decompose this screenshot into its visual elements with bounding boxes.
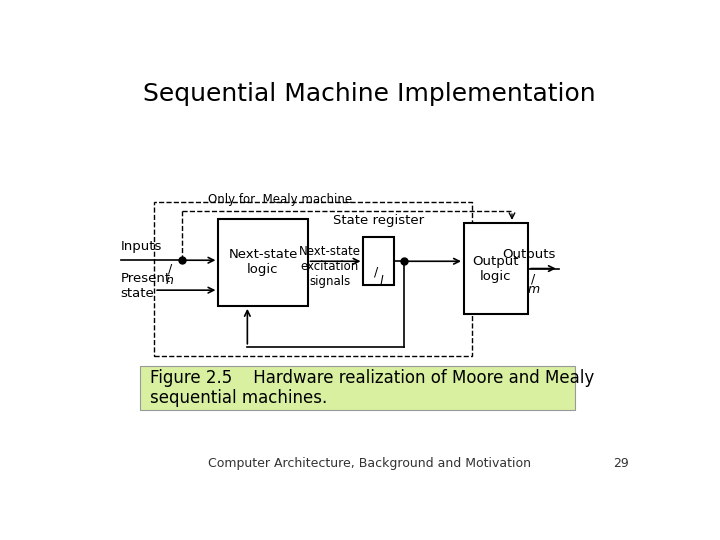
Bar bbox=[140, 366, 575, 410]
Text: n: n bbox=[166, 274, 174, 287]
Text: Outputs: Outputs bbox=[503, 248, 556, 261]
Text: Present
state: Present state bbox=[121, 272, 171, 300]
Text: 29: 29 bbox=[613, 457, 629, 470]
Text: Output
logic: Output logic bbox=[473, 254, 519, 282]
Bar bbox=[218, 219, 307, 306]
Text: Figure 2.5    Hardware realization of Moore and Mealy
sequential machines.: Figure 2.5 Hardware realization of Moore… bbox=[150, 369, 595, 408]
Text: Inputs: Inputs bbox=[121, 240, 162, 253]
Bar bbox=[154, 202, 472, 356]
Bar bbox=[364, 238, 394, 285]
Bar bbox=[464, 223, 528, 314]
Text: l: l bbox=[380, 275, 383, 288]
Text: /: / bbox=[531, 273, 536, 286]
Text: Computer Architecture, Background and Motivation: Computer Architecture, Background and Mo… bbox=[207, 457, 531, 470]
Text: /: / bbox=[168, 263, 172, 276]
Text: /: / bbox=[374, 265, 378, 278]
Text: Next-state
logic: Next-state logic bbox=[228, 248, 297, 276]
Text: Next-state
excitation
signals: Next-state excitation signals bbox=[299, 245, 361, 288]
Text: State register: State register bbox=[333, 214, 424, 227]
Text: Sequential Machine Implementation: Sequential Machine Implementation bbox=[143, 82, 595, 106]
Text: m: m bbox=[528, 283, 540, 296]
Text: Only for  Mealy machine: Only for Mealy machine bbox=[207, 193, 352, 206]
